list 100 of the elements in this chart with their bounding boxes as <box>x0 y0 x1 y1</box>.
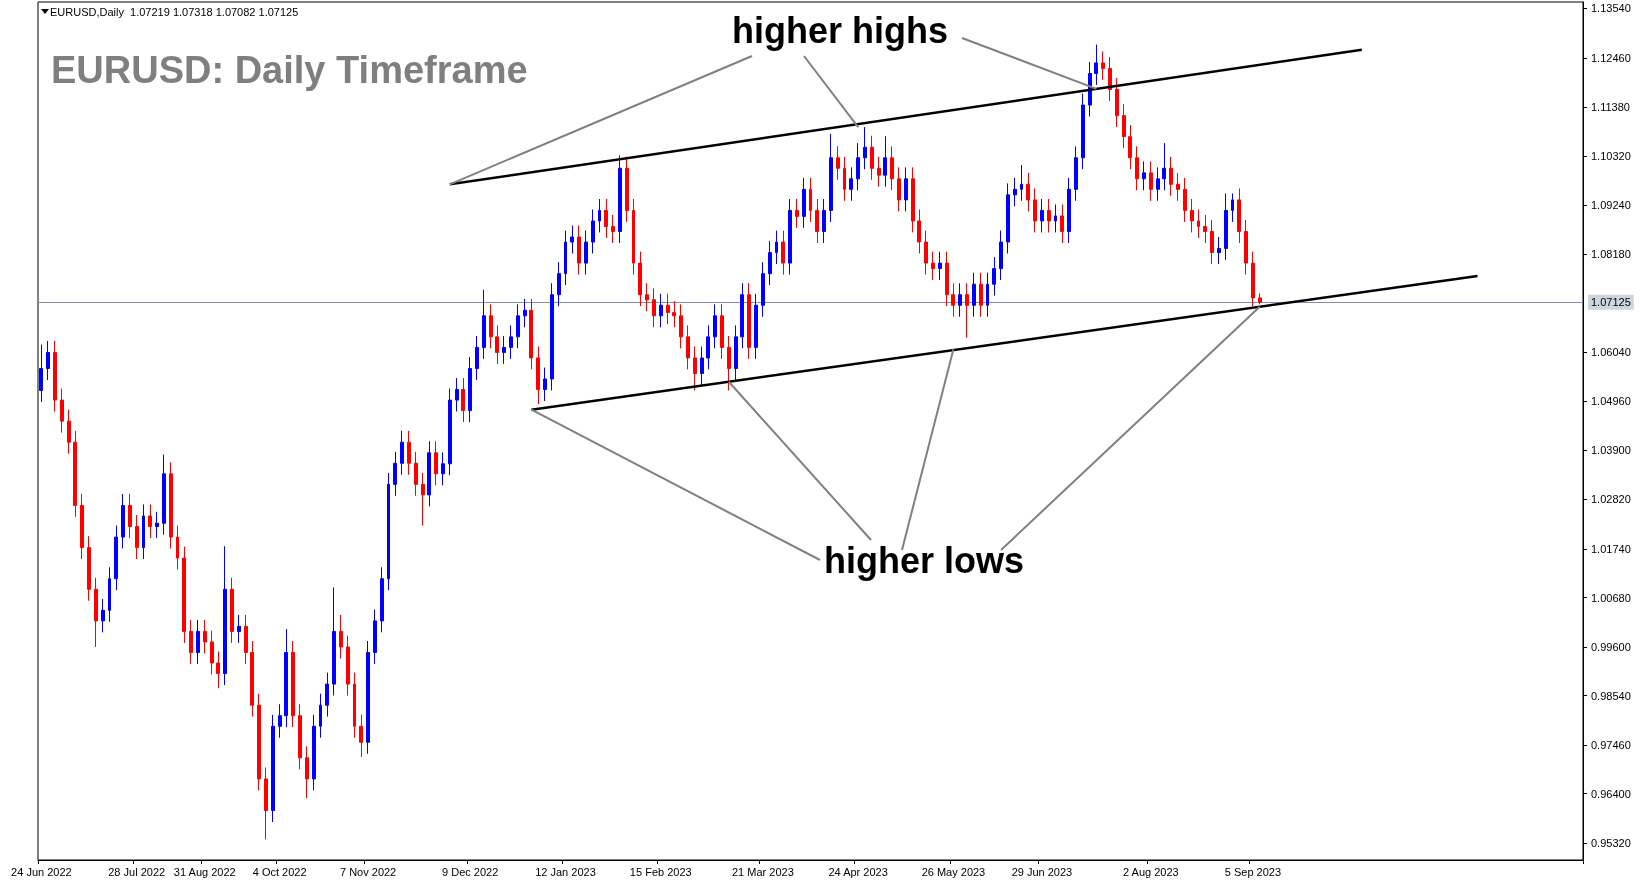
candlestick <box>958 282 962 318</box>
candlestick <box>1047 198 1051 233</box>
candlestick <box>128 493 132 539</box>
candlestick <box>373 608 377 665</box>
y-tick-label: 1.01740 <box>1591 542 1631 555</box>
candlestick <box>387 472 390 591</box>
candlestick <box>1231 192 1234 223</box>
candlestick <box>795 198 799 229</box>
candlestick <box>1190 198 1194 233</box>
candlestick <box>305 745 309 799</box>
candlestick <box>584 230 588 276</box>
candlestick <box>945 251 949 307</box>
y-tick-label: 1.10320 <box>1591 149 1631 162</box>
candlestick <box>421 472 425 527</box>
candlestick <box>448 388 452 476</box>
candlestick <box>39 344 43 403</box>
candlestick <box>203 619 207 654</box>
candlestick <box>60 388 64 434</box>
annotation: higher highs <box>732 9 948 51</box>
candlestick <box>570 225 574 254</box>
candlestick <box>706 324 710 370</box>
candlestick <box>523 298 527 328</box>
candlestick <box>502 335 506 365</box>
candlestick <box>1203 214 1207 244</box>
candlestick <box>1026 172 1030 212</box>
candlestick <box>972 272 976 318</box>
candlestick <box>863 126 867 170</box>
candlestick <box>441 451 445 486</box>
candlestick <box>332 586 336 697</box>
y-tick-label: 0.99600 <box>1591 640 1631 653</box>
candlestick <box>999 230 1003 281</box>
candlestick <box>734 324 738 381</box>
candlestick <box>536 345 540 405</box>
candlestick <box>393 451 397 497</box>
candlestick <box>1101 50 1105 81</box>
candlestick <box>1224 192 1228 261</box>
candlestick <box>509 324 513 360</box>
y-tick-label: 1.06040 <box>1591 345 1631 358</box>
candlestick <box>353 672 356 739</box>
candlestick <box>407 430 411 476</box>
candlestick <box>802 177 806 229</box>
candlestick <box>1244 219 1248 276</box>
candlestick <box>114 525 118 591</box>
candlestick <box>666 293 670 325</box>
candlestick <box>482 289 486 360</box>
x-tick-label: 9 Dec 2022 <box>442 865 499 878</box>
candlestick <box>775 230 778 265</box>
candlestick <box>271 714 275 823</box>
candlestick <box>80 493 84 560</box>
candlestick <box>427 440 431 507</box>
candlestick <box>740 282 744 349</box>
candlestick <box>1054 203 1057 233</box>
candlestick <box>257 693 261 791</box>
candlestick <box>557 261 561 307</box>
candlestick <box>781 230 785 276</box>
candlestick <box>672 300 676 328</box>
candlestick <box>1074 145 1078 202</box>
candlestick <box>979 272 983 318</box>
candlestick <box>101 598 105 633</box>
candlestick <box>380 566 384 633</box>
candlestick <box>598 198 601 233</box>
candlestick <box>754 293 758 360</box>
text: EURUSD: Daily Timeframe <box>51 49 528 91</box>
candlestick <box>1013 177 1017 207</box>
candlestick <box>727 335 731 391</box>
x-tick-label: 15 Feb 2023 <box>629 865 692 878</box>
candlestick <box>1258 292 1262 305</box>
candlestick <box>142 504 145 560</box>
candlestick <box>108 566 111 623</box>
x-tick-label: 24 Apr 2023 <box>828 865 888 878</box>
candlestick <box>822 198 826 244</box>
candlestick <box>543 367 547 402</box>
candlestick <box>121 493 125 549</box>
candlestick <box>1162 142 1166 191</box>
candlestick <box>1020 164 1023 202</box>
candlestick <box>46 340 50 381</box>
candlestick <box>1115 77 1119 128</box>
candlestick <box>897 166 901 212</box>
candlestick <box>455 377 459 413</box>
candlestick <box>1156 166 1160 202</box>
y-tick-label: 0.95320 <box>1591 837 1631 850</box>
candlestick <box>230 577 234 644</box>
x-tick-label: 31 Aug 2022 <box>173 865 236 878</box>
candlestick <box>291 640 295 728</box>
ref-line-label: 1.07125 <box>1591 296 1631 309</box>
candlestick <box>904 166 908 212</box>
candlestick <box>1135 145 1139 191</box>
candlestick <box>346 635 350 697</box>
candlestick <box>768 240 772 286</box>
candlestick <box>686 324 690 370</box>
candlestick <box>312 714 316 791</box>
candlestick <box>625 156 629 223</box>
y-tick-label: 0.96400 <box>1591 787 1631 800</box>
x-tick-label: 29 Jun 2023 <box>1011 865 1073 878</box>
candlestick <box>713 303 717 349</box>
candlestick <box>890 145 894 191</box>
y-tick-label: 1.03900 <box>1591 444 1631 457</box>
x-tick-label: 28 Jul 2022 <box>108 865 166 878</box>
candlestick <box>1217 236 1221 265</box>
candlestick <box>325 672 329 718</box>
